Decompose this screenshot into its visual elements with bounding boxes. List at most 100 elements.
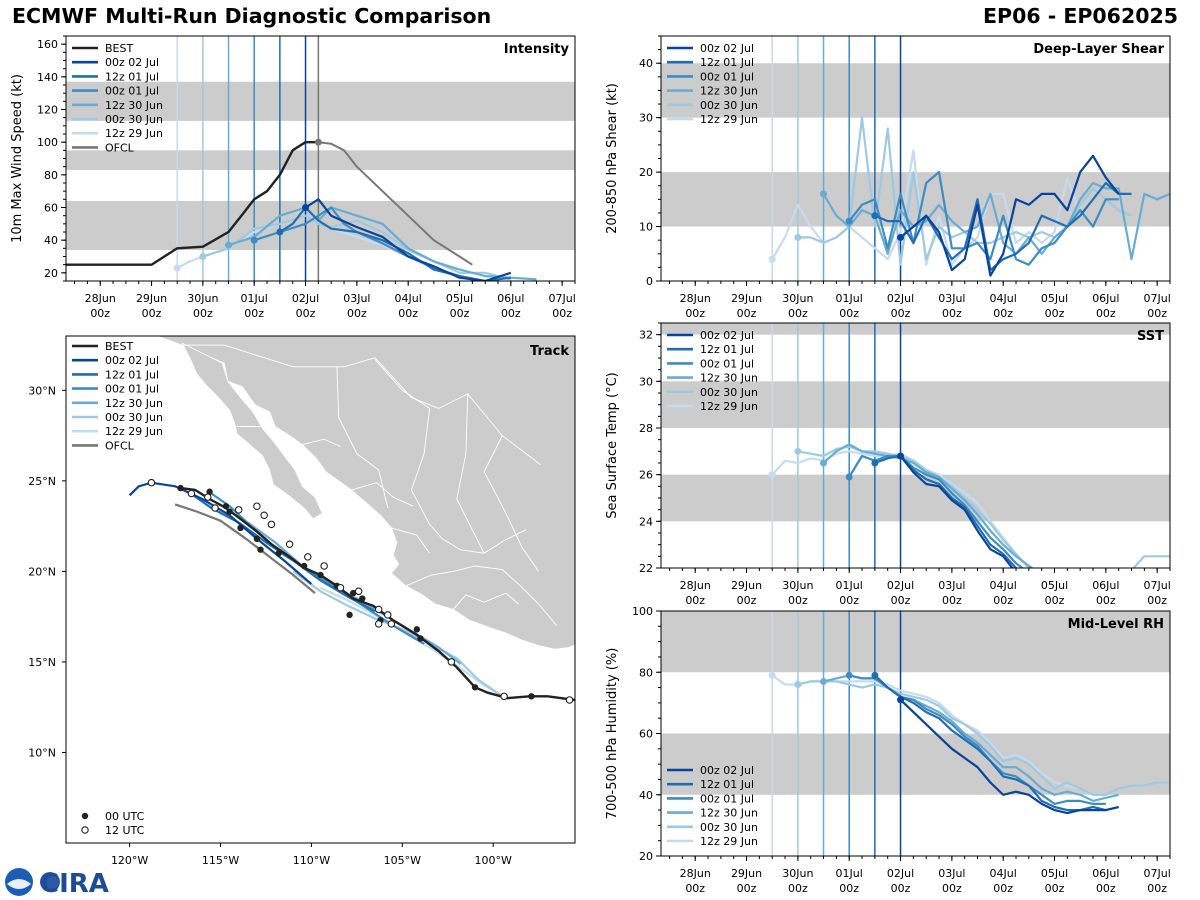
- x-tick-label-hour: 00z: [142, 307, 162, 320]
- lon-tick-label: 120°W: [111, 854, 148, 867]
- run-start-point: [794, 681, 802, 688]
- panel-title: Intensity: [504, 42, 570, 57]
- threshold-band: [661, 381, 1170, 428]
- x-tick-label-date: 07Jul: [1144, 292, 1171, 305]
- state-border: [483, 435, 539, 572]
- threshold-band: [66, 81, 575, 121]
- legend-label: 12z 01 Jul: [700, 343, 754, 356]
- legend-label: OFCL: [105, 439, 135, 452]
- x-tick-label-hour: 00z: [1096, 307, 1116, 320]
- y-tick-label: 60: [639, 728, 653, 741]
- storm-id: EP06 - EP062025: [983, 4, 1178, 28]
- legend-label: 00z 30 Jun: [105, 411, 163, 424]
- y-tick-label: 32: [639, 329, 653, 342]
- panel-frame: [660, 322, 1171, 569]
- x-tick-label-hour: 00z: [398, 307, 418, 320]
- panel-intensity: 20 40 60 80 100 120 140 160 28Jun 00z 29Jun 00z 30Ju…: [10, 35, 576, 320]
- state-border: [405, 565, 558, 626]
- panel-rh: 20 40 60 80 100 28Jun 00z 29Jun 00z 30Jun 00z 01Jul…: [605, 605, 1171, 895]
- run-series-line: [874, 674, 1107, 812]
- run-start-point: [897, 233, 905, 241]
- x-tick-label-date: 30Jun: [782, 867, 813, 880]
- run-start-point: [820, 190, 828, 198]
- track-point-00utc: [275, 550, 282, 557]
- noaa-bird-icon: [7, 879, 31, 889]
- state-border: [456, 393, 485, 554]
- threshold-band: [661, 474, 1170, 522]
- legend-label: 00z 02 Jul: [700, 764, 754, 777]
- panel-frame: [65, 335, 576, 844]
- x-tick-label-hour: 00z: [942, 594, 962, 607]
- legend-label: 12z 01 Jul: [105, 70, 159, 83]
- legend-label: 00z 30 Jun: [105, 113, 163, 126]
- run-track-line: [128, 481, 313, 585]
- legend-label-12utc: 12 UTC: [105, 824, 145, 837]
- y-tick-label: 140: [37, 71, 58, 84]
- run-start-point: [897, 452, 905, 460]
- lat-tick-label: 15°N: [28, 656, 56, 669]
- legend-label: 00z 30 Jun: [700, 99, 758, 112]
- track-point-12utc: [447, 658, 456, 666]
- run-start-point: [871, 212, 879, 220]
- track-point-12utc: [147, 478, 156, 487]
- x-tick-label-hour: 00z: [685, 882, 705, 895]
- panel-title: Deep-Layer Shear: [1033, 42, 1164, 57]
- x-tick-label-hour: 00z: [1147, 307, 1167, 320]
- x-tick-label-date: 29Jun: [136, 292, 167, 305]
- legend-label: 00z 02 Jul: [105, 56, 159, 69]
- legend-label: 12z 01 Jul: [700, 56, 754, 69]
- threshold-band: [661, 733, 1170, 795]
- run-start-point: [871, 459, 879, 467]
- track-point-12utc: [354, 587, 363, 596]
- run-start-point: [897, 696, 905, 704]
- x-tick-label-date: 07Jul: [1144, 867, 1171, 880]
- y-axis-label: 10m Max Wind Speed (kt): [10, 74, 25, 243]
- x-tick-label-date: 05Jul: [1041, 867, 1068, 880]
- x-tick-label-date: 02Jul: [887, 292, 914, 305]
- run-series-line: [899, 699, 1119, 815]
- x-tick-label-hour: 00z: [450, 307, 470, 320]
- x-tick-label-date: 30Jun: [782, 292, 813, 305]
- track-point-00utc: [528, 693, 535, 700]
- y-tick-label: 80: [639, 666, 653, 679]
- map-content: [128, 336, 575, 704]
- panel-track: 120°W 115°W 110°W 105°W 100°W 10°N 15°N 20°N 25°…: [28, 335, 576, 867]
- legend-label: 12z 01 Jul: [700, 778, 754, 791]
- track-point-12utc: [204, 493, 212, 501]
- x-tick-label-date: 04Jul: [990, 867, 1017, 880]
- x-tick-label-date: 04Jul: [990, 579, 1017, 592]
- y-tick-label: 60: [44, 202, 58, 215]
- x-tick-label-date: 06Jul: [1092, 579, 1119, 592]
- x-tick-label-date: 29Jun: [731, 867, 762, 880]
- run-start-point: [276, 228, 284, 236]
- x-tick-label-hour: 00z: [942, 882, 962, 895]
- y-tick-label: 30: [639, 112, 653, 125]
- track-point-00utc: [226, 508, 233, 515]
- state-border: [429, 524, 527, 554]
- x-tick-label-hour: 00z: [737, 594, 757, 607]
- x-tick-label-date: 30Jun: [782, 579, 813, 592]
- run-start-point: [845, 473, 853, 481]
- x-tick-label-hour: 00z: [296, 307, 316, 320]
- legend-label: 12z 29 Jun: [700, 835, 758, 848]
- run-start-point: [768, 255, 776, 263]
- x-tick-label-hour: 00z: [993, 307, 1013, 320]
- panel-title: Mid-Level RH: [1068, 617, 1164, 632]
- y-tick-label: 22: [639, 562, 653, 575]
- track-point-12utc: [374, 605, 383, 614]
- x-tick-label-date: 30Jun: [187, 292, 218, 305]
- x-tick-label-hour: 00z: [1045, 594, 1065, 607]
- lon-tick-label: 115°W: [202, 854, 239, 867]
- lat-tick-label: 30°N: [28, 384, 56, 397]
- legend-label: 12z 30 Jun: [105, 397, 163, 410]
- track-point-00utc: [350, 589, 357, 597]
- legend-label: 00z 02 Jul: [700, 329, 754, 342]
- legend-label: 00z 01 Jul: [700, 70, 754, 83]
- x-tick-label-hour: 00z: [993, 594, 1013, 607]
- run-series-line: [822, 443, 1034, 568]
- x-tick-label-date: 01Jul: [836, 579, 863, 592]
- panel-sst: 22 24 26 28 30 32 28Jun 00z 29Jun 00z 30Jun 00z 01Ju…: [605, 322, 1171, 607]
- legend-label: OFCL: [105, 141, 135, 154]
- x-tick-label-date: 01Jul: [836, 867, 863, 880]
- y-tick-label: 20: [44, 267, 58, 280]
